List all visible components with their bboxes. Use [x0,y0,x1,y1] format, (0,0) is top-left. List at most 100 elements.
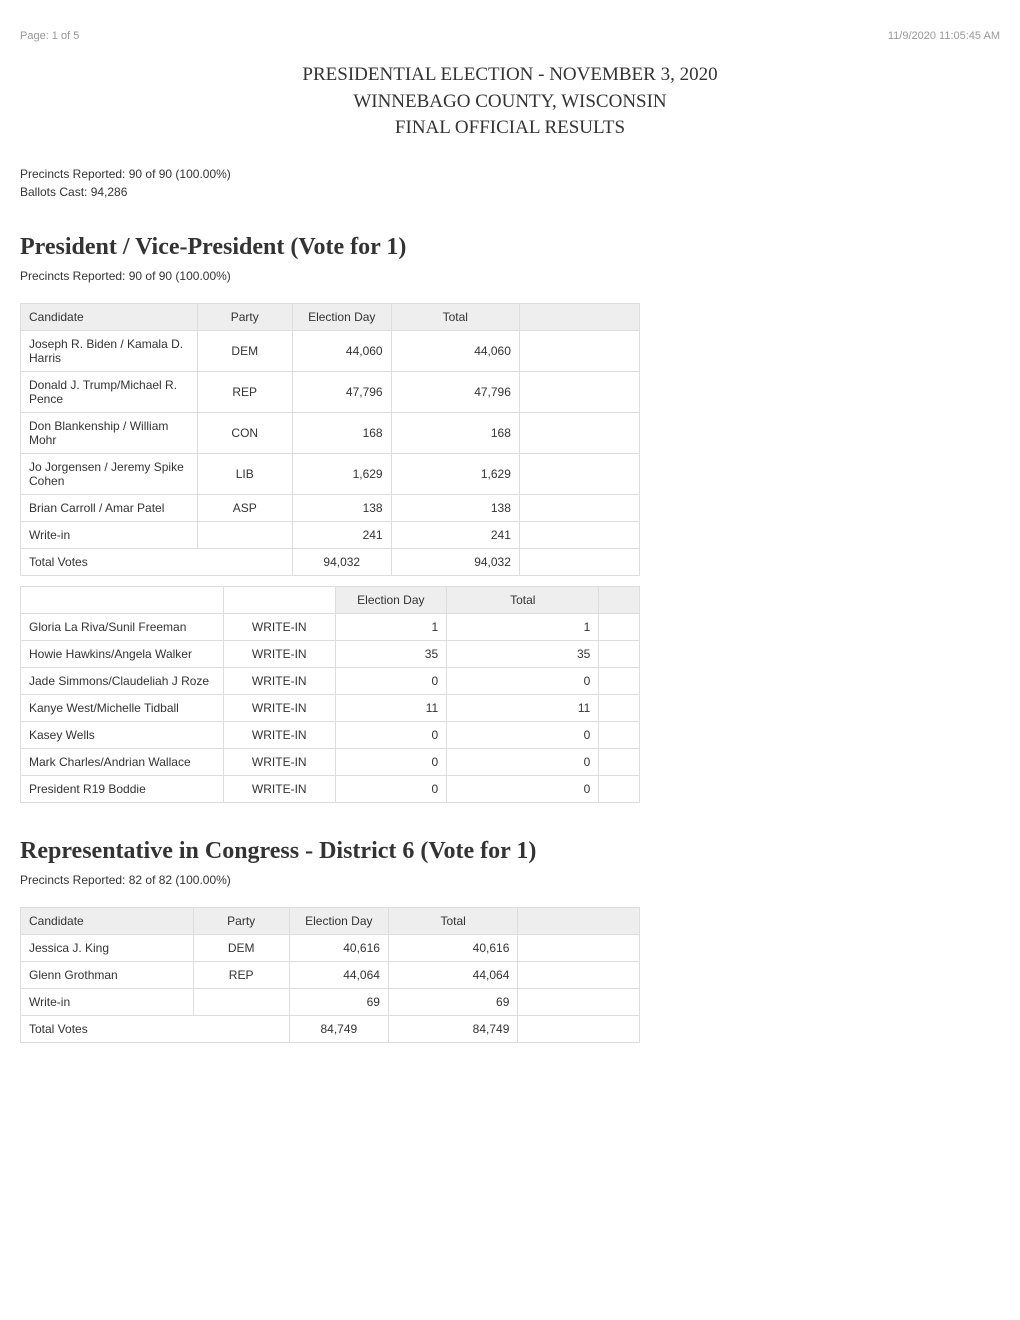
table-row: Mark Charles/Andrian WallaceWRITE-IN00 [21,748,640,775]
table-cell: WRITE-IN [223,667,335,694]
column-header [518,907,640,934]
race-title: President / Vice-President (Vote for 1) [20,234,1000,261]
table-cell: 138 [391,494,519,521]
table-cell [519,412,639,453]
table-cell: 47,796 [391,371,519,412]
table-row: President R19 BoddieWRITE-IN00 [21,775,640,802]
table-cell: Joseph R. Biden / Kamala D. Harris [21,330,198,371]
table-cell [518,934,640,961]
column-header [519,303,639,330]
title-block: PRESIDENTIAL ELECTION - NOVEMBER 3, 2020… [20,62,1000,142]
table-cell: 0 [447,748,599,775]
table-cell: 40,616 [388,934,517,961]
table-cell [599,640,640,667]
column-header: Candidate [21,303,198,330]
table-cell: DEM [197,330,292,371]
table-cell: WRITE-IN [223,640,335,667]
table-cell [519,521,639,548]
race-precincts: Precincts Reported: 90 of 90 (100.00%) [20,269,1000,283]
table-row: Write-in241241 [21,521,640,548]
table-cell [519,371,639,412]
column-header: Election Day [289,907,388,934]
table-cell: 69 [289,988,388,1015]
table-cell: 11 [335,694,447,721]
race-title: Representative in Congress - District 6 … [20,838,1000,865]
column-header: Party [193,907,289,934]
summary-ballots: Ballots Cast: 94,286 [20,185,1000,199]
table-cell: ASP [197,494,292,521]
table-cell: 241 [391,521,519,548]
table-cell [197,521,292,548]
timestamp: 11/9/2020 11:05:45 AM [888,30,1000,42]
table-cell: Kanye West/Michelle Tidball [21,694,224,721]
total-cell: 94,032 [391,548,519,575]
table-cell: 1,629 [391,453,519,494]
table-row: Brian Carroll / Amar PatelASP138138 [21,494,640,521]
column-header: Party [197,303,292,330]
table-row: Don Blankenship / William MohrCON168168 [21,412,640,453]
summary-precincts: Precincts Reported: 90 of 90 (100.00%) [20,167,1000,181]
table-cell: DEM [193,934,289,961]
table-cell [518,988,640,1015]
table-cell [599,721,640,748]
table-cell: 11 [447,694,599,721]
races-container: President / Vice-President (Vote for 1) P… [20,234,1000,1043]
table-cell: WRITE-IN [223,721,335,748]
table-cell: 1,629 [292,453,391,494]
table-cell: 0 [335,748,447,775]
table-cell: Don Blankenship / William Mohr [21,412,198,453]
table-cell: 47,796 [292,371,391,412]
table-cell [519,494,639,521]
table-cell: 168 [292,412,391,453]
column-header: Candidate [21,907,194,934]
table-cell [519,453,639,494]
table-cell: 44,064 [289,961,388,988]
race-precincts: Precincts Reported: 82 of 82 (100.00%) [20,873,1000,887]
table-cell: Jo Jorgensen / Jeremy Spike Cohen [21,453,198,494]
table-cell: 44,064 [388,961,517,988]
page-label: Page: 1 of 5 [20,30,79,42]
title-line-2: WINNEBAGO COUNTY, WISCONSIN [20,89,1000,116]
table-row: Howie Hawkins/Angela WalkerWRITE-IN3535 [21,640,640,667]
table-cell: 0 [335,775,447,802]
table-cell: 0 [447,775,599,802]
table-cell: Mark Charles/Andrian Wallace [21,748,224,775]
table-row: Kanye West/Michelle TidballWRITE-IN1111 [21,694,640,721]
total-label: Total Votes [21,548,293,575]
table-cell: WRITE-IN [223,748,335,775]
results-table: CandidatePartyElection DayTotalJoseph R.… [20,303,640,576]
header-meta: Page: 1 of 5 11/9/2020 11:05:45 AM [20,30,1000,42]
table-cell: REP [193,961,289,988]
column-header: Total [447,586,599,613]
table-cell: Write-in [21,988,194,1015]
table-row: Donald J. Trump/Michael R. PenceREP47,79… [21,371,640,412]
column-header [223,586,335,613]
table-cell: 35 [335,640,447,667]
table-row: Kasey WellsWRITE-IN00 [21,721,640,748]
table-cell: 44,060 [391,330,519,371]
table-cell: President R19 Boddie [21,775,224,802]
column-header: Election Day [335,586,447,613]
table-cell: WRITE-IN [223,775,335,802]
table-cell: 0 [447,667,599,694]
results-table: CandidatePartyElection DayTotalJessica J… [20,907,640,1043]
table-cell: Howie Hawkins/Angela Walker [21,640,224,667]
table-cell: 0 [335,721,447,748]
writein-table: Election DayTotal Gloria La Riva/Sunil Fr… [20,586,640,803]
table-cell [193,988,289,1015]
table-row: Joseph R. Biden / Kamala D. HarrisDEM44,… [21,330,640,371]
table-cell: Gloria La Riva/Sunil Freeman [21,613,224,640]
column-header: Total [388,907,517,934]
table-cell [599,613,640,640]
table-row: Jessica J. KingDEM40,61640,616 [21,934,640,961]
table-cell: Kasey Wells [21,721,224,748]
table-cell: CON [197,412,292,453]
table-cell: 44,060 [292,330,391,371]
table-row: Glenn GrothmanREP44,06444,064 [21,961,640,988]
table-row: Write-in6969 [21,988,640,1015]
table-cell [518,961,640,988]
table-cell: 1 [447,613,599,640]
total-cell: 84,749 [289,1015,388,1042]
title-line-1: PRESIDENTIAL ELECTION - NOVEMBER 3, 2020 [20,62,1000,89]
total-row: Total Votes94,03294,032 [21,548,640,575]
